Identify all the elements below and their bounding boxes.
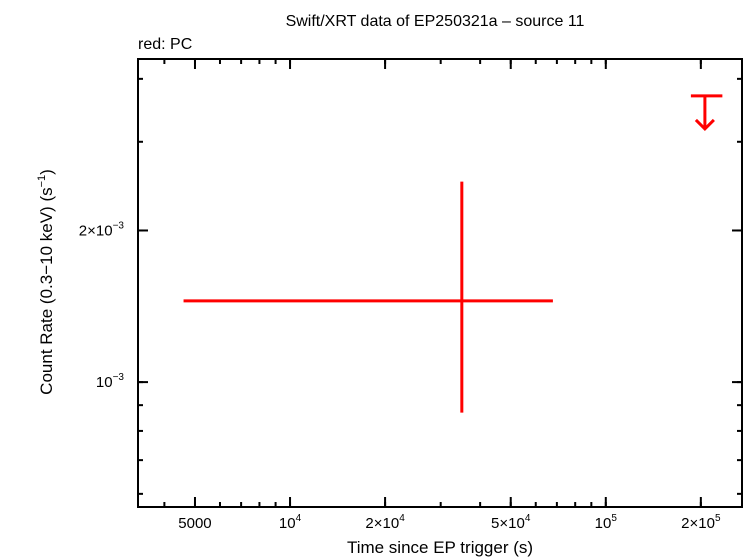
- data-marks: [183, 94, 723, 413]
- minor-ticks: [138, 59, 742, 507]
- x-axis-label: Time since EP trigger (s): [347, 538, 533, 557]
- y-axis-label-close: ): [37, 169, 56, 175]
- tick-labels: 5000 104 2×104 5×104 105 2×105 10−3 2×10−3: [79, 220, 721, 532]
- x-tick-label: 5000: [178, 515, 211, 532]
- y-axis-label-exponent: −1: [36, 175, 48, 188]
- y-axis-label-main: Count Rate (0.3−10 keV) (s: [37, 187, 56, 394]
- chart-title: Swift/XRT data of EP250321a – source 11: [286, 13, 585, 30]
- y-tick-label: 10−3: [96, 372, 125, 391]
- x-tick-label: 2×105: [681, 513, 721, 532]
- x-tick-label: 2×104: [365, 513, 405, 532]
- chart-subtitle: red: PC: [138, 36, 192, 53]
- x-tick-label: 104: [279, 513, 302, 532]
- y-axis-label: Count Rate (0.3−10 keV) (s−1): [36, 169, 56, 395]
- upper-limit-marker: [690, 94, 723, 132]
- y-tick-label: 2×10−3: [79, 220, 125, 239]
- plot-frame: [137, 58, 743, 508]
- x-tick-label: 5×104: [491, 513, 531, 532]
- upper-limit-arrow-head: [694, 118, 715, 132]
- x-tick-label: 105: [595, 513, 618, 532]
- data-point: [183, 181, 553, 413]
- major-ticks: [138, 59, 742, 507]
